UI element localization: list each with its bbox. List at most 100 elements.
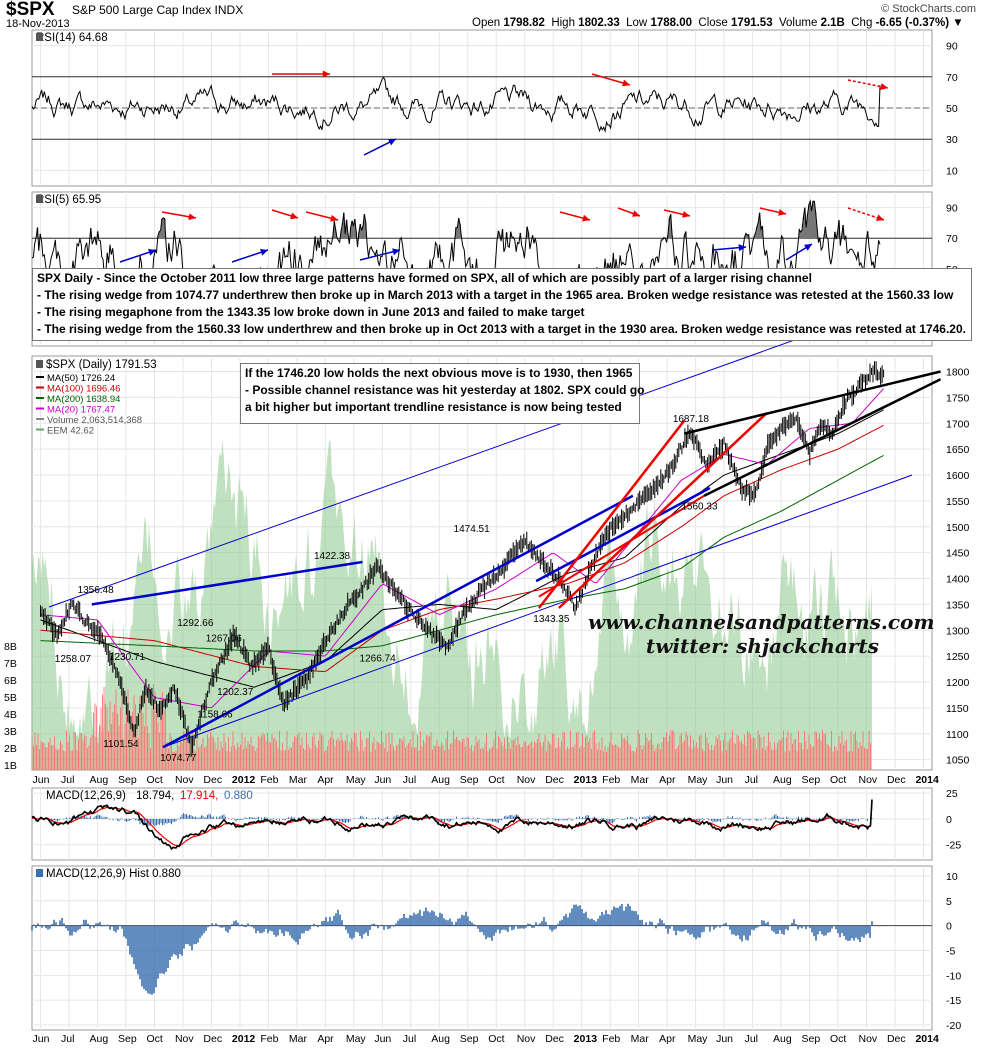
x-axis-label: May	[688, 1033, 709, 1045]
macd-hist-swatch	[36, 869, 43, 877]
x-axis-label: May	[346, 774, 367, 786]
price-annotation: 1343.35	[533, 614, 570, 625]
macd-tick-label: 25	[946, 788, 958, 800]
divergence-arrow-blue-head	[148, 248, 156, 256]
price-tick-label: 1050	[946, 755, 970, 767]
high-value: 1802.33	[578, 17, 620, 29]
x-axis-label: Aug	[431, 1033, 450, 1045]
divergence-arrow-red	[847, 79, 889, 89]
price-annotation: 1202.37	[217, 687, 254, 698]
x-axis-label: Aug	[90, 1033, 109, 1045]
x-axis-label: Mar	[631, 774, 650, 786]
divergence-arrow-red-head	[876, 214, 884, 222]
price-tick-label: 1300	[946, 625, 970, 637]
price-tick-label: 1500	[946, 522, 970, 534]
volume-tick-label: 4B	[4, 709, 17, 721]
x-axis-label: Jul	[403, 1033, 416, 1045]
x-axis-label: Jul	[745, 774, 758, 786]
x-axis-label: Sep	[460, 774, 479, 786]
price-tick-label: 1400	[946, 574, 970, 586]
symbol-label: $SPX	[6, 0, 55, 20]
price-title: $SPX (Daily) 1791.53	[46, 359, 157, 371]
rsi-tick-label: 90	[946, 41, 958, 53]
price-tick-label: 1100	[946, 729, 969, 741]
x-axis-label: 2014	[915, 774, 939, 786]
divergence-arrow-red-head	[322, 70, 330, 78]
price-annotation: 1292.66	[177, 618, 214, 629]
divergence-arrow-red-head	[582, 214, 590, 222]
volume-tick-label: 7B	[4, 658, 17, 670]
wedge-lower-line	[535, 486, 711, 583]
volume-tick-label: 2B	[4, 743, 17, 755]
x-axis-label: Dec	[203, 774, 222, 786]
x-axis-label: Nov	[175, 1033, 194, 1045]
x-axis-label: Aug	[431, 774, 450, 786]
price-tick-label: 1600	[946, 470, 970, 482]
divergence-arrow-blue-head	[738, 244, 746, 252]
x-axis-label: Jul	[61, 1033, 74, 1045]
x-axis-label: Jun	[374, 1033, 391, 1045]
price-annotation: 1267.06	[206, 633, 243, 644]
x-axis-label: Jun	[716, 1033, 733, 1045]
rsi-tick-label: 10	[946, 165, 958, 177]
legend-label: MA(20) 1767.47	[47, 405, 115, 416]
x-axis-label: Sep	[460, 1033, 479, 1045]
x-axis-label: May	[346, 1033, 367, 1045]
volume-tick-label: 3B	[4, 726, 17, 738]
divergence-arrow-red-head	[188, 213, 196, 221]
x-axis-label: Nov	[175, 774, 194, 786]
price-tick-label: 1150	[946, 703, 969, 715]
chart-date: 18-Nov-2013	[6, 18, 70, 30]
x-axis-label: Nov	[517, 774, 536, 786]
x-axis-label: Apr	[659, 1033, 676, 1045]
rsi-tick-label: 50	[946, 103, 958, 115]
divergence-arrow-red-head	[622, 79, 630, 87]
x-axis-label: Aug	[773, 774, 792, 786]
volume-tick-label: 1B	[4, 760, 17, 772]
rising-wedge-lower-line	[703, 378, 942, 497]
macd-tick-label: -25	[946, 840, 961, 852]
price-annotation: 1266.74	[360, 653, 397, 664]
note-line: If the 1746.20 low holds the next obviou…	[245, 366, 633, 380]
price-tick-label: 1650	[946, 444, 970, 456]
megaphone-line	[537, 419, 686, 609]
x-axis-label: Jul	[61, 774, 74, 786]
divergence-arrow-blue-head	[388, 139, 396, 146]
price-tick-label: 1550	[946, 496, 970, 508]
rising-wedge-upper-line	[683, 370, 941, 435]
low-value: 1788.00	[650, 17, 693, 29]
divergence-arrow-red-head	[778, 208, 786, 216]
x-axis-label: Dec	[545, 1033, 564, 1045]
price-legend-swatch	[36, 360, 43, 368]
x-axis-label: Feb	[602, 774, 620, 786]
macd-hist-tick-label: -10	[946, 970, 961, 982]
x-axis-label: Aug	[773, 1033, 792, 1045]
x-axis-label: May	[688, 774, 709, 786]
macd-signal-line	[31, 800, 873, 847]
divergence-arrow-blue-head	[392, 248, 400, 256]
rsi-tick-label: 90	[946, 202, 958, 214]
price-annotation: 1074.77	[160, 753, 197, 764]
rsi-title: RSI(5) 65.95	[36, 194, 101, 206]
channel-upper-line	[48, 288, 938, 608]
x-axis-label: Jun	[716, 774, 733, 786]
wedge-upper-line	[91, 560, 363, 606]
macd-hist-tick-label: 10	[946, 871, 958, 883]
x-axis-label: Feb	[260, 774, 278, 786]
low-label: Low	[626, 17, 648, 29]
macd-hist-tick-label: -15	[946, 995, 961, 1007]
price-annotation: 1158.66	[197, 709, 233, 720]
rsi-tick-label: 70	[946, 72, 958, 84]
x-axis-label: Aug	[90, 774, 109, 786]
high-label: High	[551, 17, 575, 29]
x-axis-label: 2013	[574, 1033, 598, 1045]
moving-average-line	[40, 388, 884, 709]
x-axis-label: 2014	[915, 1033, 939, 1045]
price-annotation: 1687.18	[673, 414, 710, 425]
x-axis-label: 2013	[574, 774, 598, 786]
ohlc-bar: Open 1798.82 High 1802.33 Low 1788.00 Cl…	[472, 17, 964, 29]
price-tick-label: 1700	[946, 418, 970, 430]
megaphone-line	[538, 494, 705, 598]
price-tick-label: 1250	[946, 651, 970, 663]
x-axis-label: Sep	[118, 774, 137, 786]
